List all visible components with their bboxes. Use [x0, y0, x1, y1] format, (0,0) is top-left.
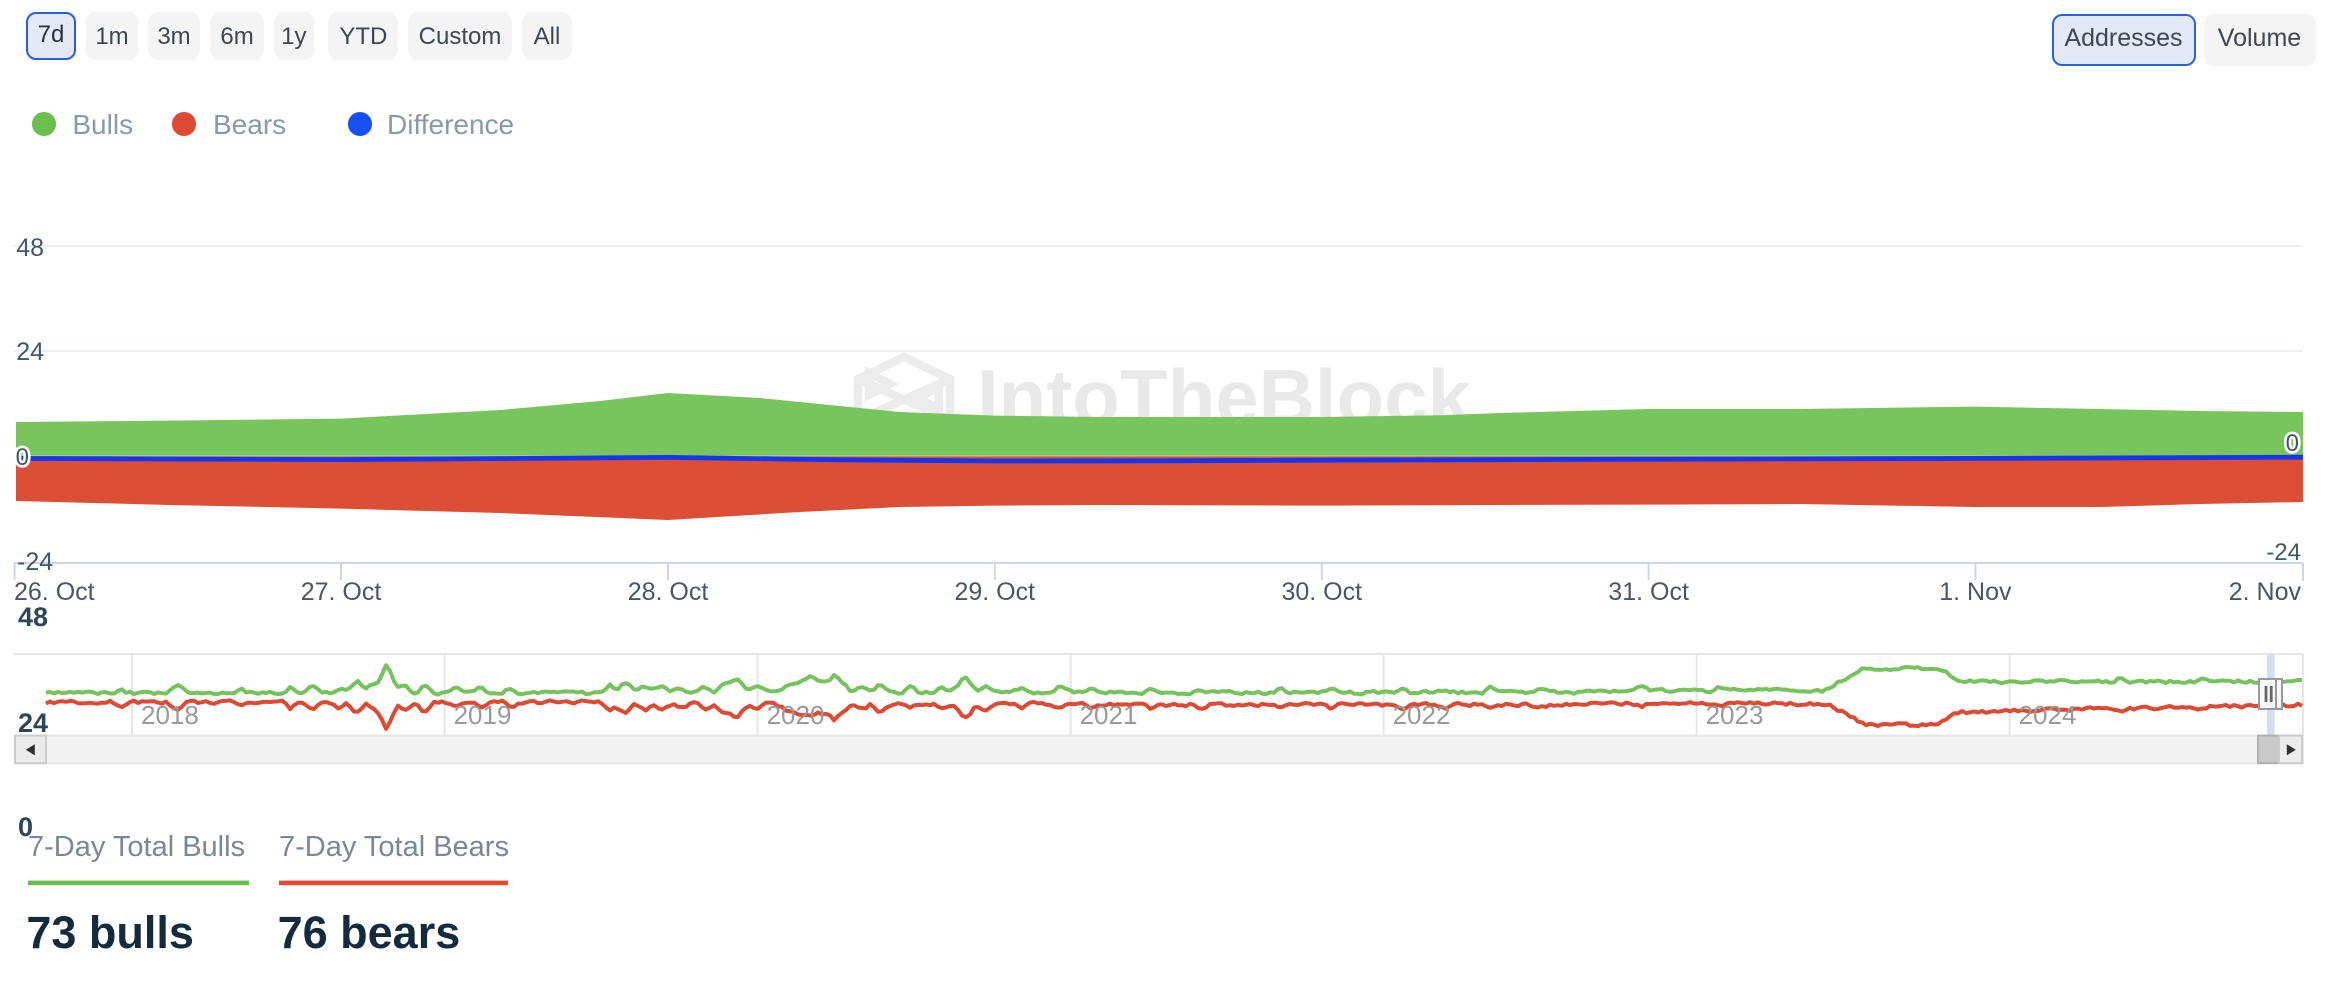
svg-text:0: 0 [2286, 430, 2299, 457]
svg-text:0: 0 [16, 444, 29, 471]
